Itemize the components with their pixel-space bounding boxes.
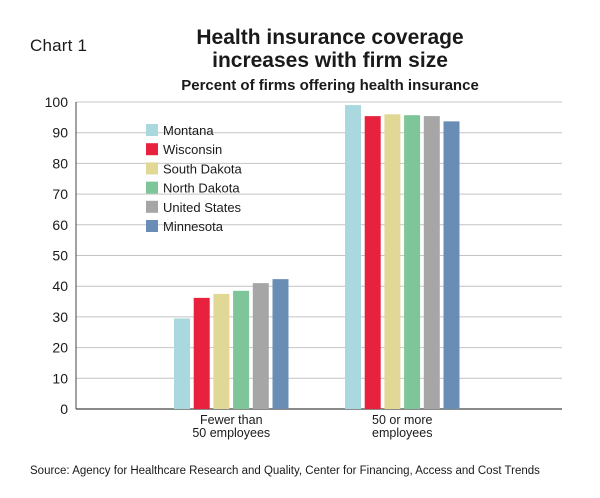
bar-united-states xyxy=(423,116,440,409)
bar-south-dakota xyxy=(384,114,401,409)
legend-entry: United States xyxy=(163,200,242,215)
y-tick-label: 30 xyxy=(52,309,68,325)
legend-entry: South Dakota xyxy=(163,161,243,176)
bar-south-dakota xyxy=(213,293,230,409)
y-tick-label: 90 xyxy=(52,125,68,141)
y-tick-label: 100 xyxy=(45,94,69,110)
bar-north-dakota xyxy=(404,115,421,410)
chart-title-line-1: Health insurance coverage xyxy=(196,26,464,49)
y-tick-label: 60 xyxy=(52,217,68,233)
chart-title-line-2: increases with firm size xyxy=(212,49,448,72)
legend-entry: Wisconsin xyxy=(163,142,222,157)
y-tick-label: 70 xyxy=(52,186,68,202)
legend-swatch xyxy=(146,181,158,194)
legend-swatch xyxy=(146,220,158,232)
y-tick-label: 50 xyxy=(52,248,68,264)
y-tick-label: 20 xyxy=(52,340,68,356)
y-tick-label: 40 xyxy=(52,278,68,294)
bar-minnesota xyxy=(272,279,289,409)
y-tick-label: 80 xyxy=(52,155,68,171)
bar-wisconsin xyxy=(193,297,210,409)
chart-number-label: Chart 1 xyxy=(30,36,88,55)
chart-subtitle: Percent of firms offering health insuran… xyxy=(181,77,479,94)
legend-swatch xyxy=(146,200,158,213)
x-category-label: employees xyxy=(372,426,432,440)
legend-swatch xyxy=(146,162,158,175)
legend-entry: North Dakota xyxy=(163,181,240,196)
y-tick-label: 0 xyxy=(60,401,68,417)
x-category-label: 50 or more xyxy=(372,413,432,427)
legend-swatch xyxy=(146,124,158,136)
legend-entry: Minnesota xyxy=(163,219,224,234)
bar-montana xyxy=(174,318,190,409)
bar-wisconsin xyxy=(364,116,381,409)
x-category-label: Fewer than xyxy=(200,413,263,427)
bar-north-dakota xyxy=(233,290,250,409)
bar-minnesota xyxy=(443,121,460,409)
bar-montana xyxy=(345,105,361,409)
bar-united-states xyxy=(252,283,269,409)
source-note: Source: Agency for Healthcare Research a… xyxy=(30,465,540,477)
x-category-label: 50 employees xyxy=(192,426,270,440)
legend-entry: Montana xyxy=(163,123,214,138)
y-tick-label: 10 xyxy=(52,370,68,386)
legend-swatch xyxy=(146,143,158,156)
